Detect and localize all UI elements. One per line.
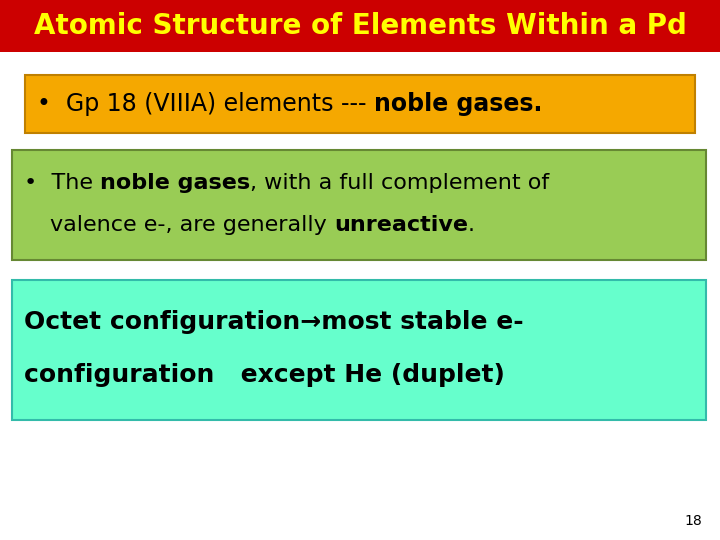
Text: 18: 18: [684, 514, 702, 528]
Bar: [12, 280, 706, 420]
Text: configuration   except He (duplet): configuration except He (duplet): [24, 363, 505, 387]
Text: valence e-, are generally: valence e-, are generally: [50, 215, 334, 235]
Text: .: .: [468, 215, 475, 235]
Text: Octet configuration→most stable e-: Octet configuration→most stable e-: [24, 310, 523, 334]
Bar: [12, 150, 706, 260]
Bar: [25, 75, 695, 133]
Bar: [0, 0, 720, 52]
Text: Atomic Structure of Elements Within a Pd: Atomic Structure of Elements Within a Pd: [34, 12, 686, 40]
Text: , with a full complement of: , with a full complement of: [251, 173, 549, 193]
Text: •  The: • The: [24, 173, 100, 193]
Text: •  Gp 18 (VIIIA) elements ---: • Gp 18 (VIIIA) elements ---: [37, 92, 374, 116]
Text: noble gases.: noble gases.: [374, 92, 542, 116]
Text: unreactive: unreactive: [334, 215, 468, 235]
Text: noble gases: noble gases: [100, 173, 251, 193]
